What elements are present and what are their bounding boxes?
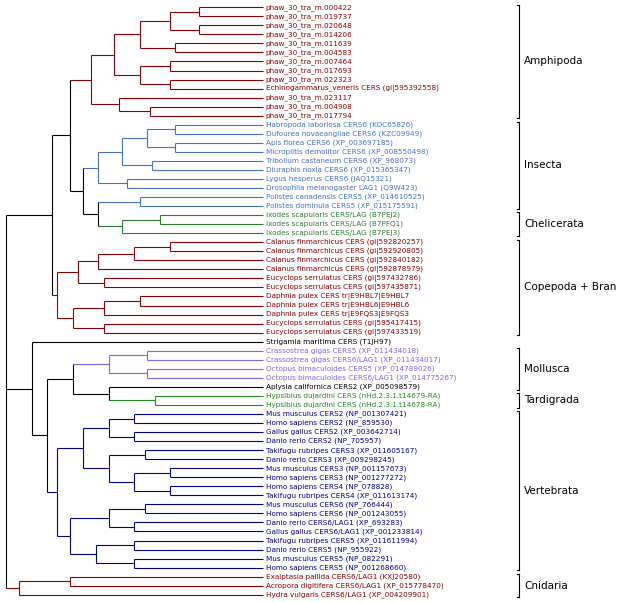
Text: Hypsibius dujardini CERS (nHd.2.3.1.t14678-RA): Hypsibius dujardini CERS (nHd.2.3.1.t146… <box>266 402 440 408</box>
Text: Homo sapiens CERS5 (NP_001268660): Homo sapiens CERS5 (NP_001268660) <box>266 564 406 571</box>
Text: Tardigrada: Tardigrada <box>524 396 579 405</box>
Text: Homo sapiens CERS3 (NP_001277272): Homo sapiens CERS3 (NP_001277272) <box>266 474 406 480</box>
Text: Takifugu rubripes CERS4 (XP_011613174): Takifugu rubripes CERS4 (XP_011613174) <box>266 492 417 498</box>
Text: phaw_30_tra_m.004908: phaw_30_tra_m.004908 <box>266 104 352 110</box>
Text: phaw_30_tra_m.019737: phaw_30_tra_m.019737 <box>266 13 352 20</box>
Text: Homo sapiens CERS6 (NP_001243055): Homo sapiens CERS6 (NP_001243055) <box>266 510 406 517</box>
Text: Mollusca: Mollusca <box>524 364 569 374</box>
Text: Danio rerio CERS6/LAG1 (XP_693283): Danio rerio CERS6/LAG1 (XP_693283) <box>266 519 402 526</box>
Text: Homo sapiens CERS2 (NP_859530): Homo sapiens CERS2 (NP_859530) <box>266 420 392 426</box>
Text: Ixodes scapularis CERS/LAG (B7PEJ3): Ixodes scapularis CERS/LAG (B7PEJ3) <box>266 230 400 237</box>
Text: phaw_30_tra_m.004583: phaw_30_tra_m.004583 <box>266 49 352 56</box>
Text: Aplysia californica CERS2 (XP_005098579): Aplysia californica CERS2 (XP_005098579) <box>266 383 420 390</box>
Text: Polistes dominula CERS5 (XP_015175591): Polistes dominula CERS5 (XP_015175591) <box>266 203 418 209</box>
Text: Mus musculus CERS3 (NP_001157673): Mus musculus CERS3 (NP_001157673) <box>266 465 406 471</box>
Text: Calanus finmarchicus CERS (gi|592920805): Calanus finmarchicus CERS (gi|592920805) <box>266 248 423 255</box>
Text: Tribolium castaneum CERS6 (XP_968073): Tribolium castaneum CERS6 (XP_968073) <box>266 158 416 164</box>
Text: Octopus bimaculoides CERS5 (XP_014789026): Octopus bimaculoides CERS5 (XP_014789026… <box>266 365 434 372</box>
Text: Daphnia pulex CERS tr|E9FQS3|E9FQS3: Daphnia pulex CERS tr|E9FQS3|E9FQS3 <box>266 311 408 318</box>
Text: Lygus hesperus CERS6 (JAQ15321): Lygus hesperus CERS6 (JAQ15321) <box>266 176 392 182</box>
Text: phaw_30_tra_m.020648: phaw_30_tra_m.020648 <box>266 22 352 29</box>
Text: Eucyclops serrulatus CERS (gi|595417415): Eucyclops serrulatus CERS (gi|595417415) <box>266 320 421 327</box>
Text: Polistes canadensis CERS5 (XP_014610525): Polistes canadensis CERS5 (XP_014610525) <box>266 194 424 200</box>
Text: Diuraphis noxia CERS6 (XP_015365347): Diuraphis noxia CERS6 (XP_015365347) <box>266 167 410 173</box>
Text: Hypsibius dujardini CERS (nHd.2.3.1.t14679-RA): Hypsibius dujardini CERS (nHd.2.3.1.t146… <box>266 393 440 399</box>
Text: Strigamia maritima CERS (T1JH97): Strigamia maritima CERS (T1JH97) <box>266 338 391 345</box>
Text: Habropoda laboriosa CERS6 (KOC65826): Habropoda laboriosa CERS6 (KOC65826) <box>266 122 413 128</box>
Text: Vertebrata: Vertebrata <box>524 486 579 496</box>
Text: Gallus gallus CERS2 (XP_003642714): Gallus gallus CERS2 (XP_003642714) <box>266 429 400 435</box>
Text: Eucyclops serrulatus CERS (gi|597435871): Eucyclops serrulatus CERS (gi|597435871) <box>266 284 421 291</box>
Text: Microplitis demolitor CERS6 (XP_008550498): Microplitis demolitor CERS6 (XP_00855049… <box>266 149 428 155</box>
Text: Danio rerio CERS3 (XP_009298245): Danio rerio CERS3 (XP_009298245) <box>266 456 394 462</box>
Text: Echinogammarus_veneris CERS (gi|595392558): Echinogammarus_veneris CERS (gi|59539255… <box>266 85 439 92</box>
Text: phaw_30_tra_m.017693: phaw_30_tra_m.017693 <box>266 67 352 74</box>
Text: Danio rerio CERS5 (NP_955922): Danio rerio CERS5 (NP_955922) <box>266 546 381 553</box>
Text: Drosophila melanogaster LAG1 (Q9W423): Drosophila melanogaster LAG1 (Q9W423) <box>266 185 417 191</box>
Text: Takifugu rubripes CERS3 (XP_011605167): Takifugu rubripes CERS3 (XP_011605167) <box>266 447 417 453</box>
Text: Calanus finmarchicus CERS (gi|592878979): Calanus finmarchicus CERS (gi|592878979) <box>266 266 423 273</box>
Text: Ixodes scapularis CERS/LAG (B7PFQ1): Ixodes scapularis CERS/LAG (B7PFQ1) <box>266 221 403 228</box>
Text: Calanus finmarchicus CERS (gi|592820257): Calanus finmarchicus CERS (gi|592820257) <box>266 239 423 246</box>
Text: Takifugu rubripes CERS5 (XP_011611994): Takifugu rubripes CERS5 (XP_011611994) <box>266 537 417 544</box>
Text: Danio rerio CERS2 (NP_705957): Danio rerio CERS2 (NP_705957) <box>266 438 381 444</box>
Text: Daphnia pulex CERS tr|E9HBL6|E9HBL6: Daphnia pulex CERS tr|E9HBL6|E9HBL6 <box>266 302 409 309</box>
Text: phaw_30_tra_m.011639: phaw_30_tra_m.011639 <box>266 40 352 47</box>
Text: Insecta: Insecta <box>524 160 562 170</box>
Text: Mus musculus CERS2 (NP_001307421): Mus musculus CERS2 (NP_001307421) <box>266 411 406 417</box>
Text: phaw_30_tra_m.022323: phaw_30_tra_m.022323 <box>266 76 352 83</box>
Text: Ixodes scapularis CERS/LAG (B7PEJ2): Ixodes scapularis CERS/LAG (B7PEJ2) <box>266 212 400 219</box>
Text: Crassostrea gigas CERS5 (XP_011434018): Crassostrea gigas CERS5 (XP_011434018) <box>266 347 418 354</box>
Text: Mus musculus CERS5 (NP_082291): Mus musculus CERS5 (NP_082291) <box>266 555 392 562</box>
Text: Acropora digitifera CERS6/LAG1 (XP_015778470): Acropora digitifera CERS6/LAG1 (XP_01577… <box>266 582 444 589</box>
Text: Daphnia pulex CERS tr|E9HBL7|E9HBL7: Daphnia pulex CERS tr|E9HBL7|E9HBL7 <box>266 293 409 300</box>
Text: phaw_30_tra_m.023117: phaw_30_tra_m.023117 <box>266 95 352 101</box>
Text: Calanus finmarchicus CERS (gi|592840182): Calanus finmarchicus CERS (gi|592840182) <box>266 257 423 264</box>
Text: Hydra vulgaris CERS6/LAG1 (XP_004209901): Hydra vulgaris CERS6/LAG1 (XP_004209901) <box>266 591 429 598</box>
Text: phaw_30_tra_m.014206: phaw_30_tra_m.014206 <box>266 31 352 38</box>
Text: Cnidaria: Cnidaria <box>524 581 568 591</box>
Text: Amphipoda: Amphipoda <box>524 57 584 66</box>
Text: Chelicerata: Chelicerata <box>524 219 584 229</box>
Text: Copepoda + Branchiopoda: Copepoda + Branchiopoda <box>524 282 617 293</box>
Text: Exaiptasia pallida CERS6/LAG1 (KXJ20580): Exaiptasia pallida CERS6/LAG1 (KXJ20580) <box>266 574 420 580</box>
Text: phaw_30_tra_m.017794: phaw_30_tra_m.017794 <box>266 113 352 119</box>
Text: Dufourea novaeangliae CERS6 (KZC09949): Dufourea novaeangliae CERS6 (KZC09949) <box>266 131 422 137</box>
Text: Mus musculus CERS6 (NP_766444): Mus musculus CERS6 (NP_766444) <box>266 501 392 507</box>
Text: Eucyclops serrulatus CERS (gi|597432786): Eucyclops serrulatus CERS (gi|597432786) <box>266 275 421 282</box>
Text: phaw_30_tra_m.007464: phaw_30_tra_m.007464 <box>266 58 352 65</box>
Text: Octopus bimaculoides CERS6/LAG1 (XP_014775267): Octopus bimaculoides CERS6/LAG1 (XP_0147… <box>266 374 456 381</box>
Text: Gallus gallus CERS6/LAG1 (XP_001233814): Gallus gallus CERS6/LAG1 (XP_001233814) <box>266 528 422 535</box>
Text: phaw_30_tra_m.000422: phaw_30_tra_m.000422 <box>266 4 352 11</box>
Text: Eucyclops serrulatus CERS (gi|597433519): Eucyclops serrulatus CERS (gi|597433519) <box>266 329 421 336</box>
Text: Homo sapiens CERS4 (NP_078828): Homo sapiens CERS4 (NP_078828) <box>266 483 392 489</box>
Text: Apis florea CERS6 (XP_003697185): Apis florea CERS6 (XP_003697185) <box>266 140 392 146</box>
Text: Crassostrea gigas CERS6/LAG1 (XP_011434017): Crassostrea gigas CERS6/LAG1 (XP_0114340… <box>266 356 441 363</box>
